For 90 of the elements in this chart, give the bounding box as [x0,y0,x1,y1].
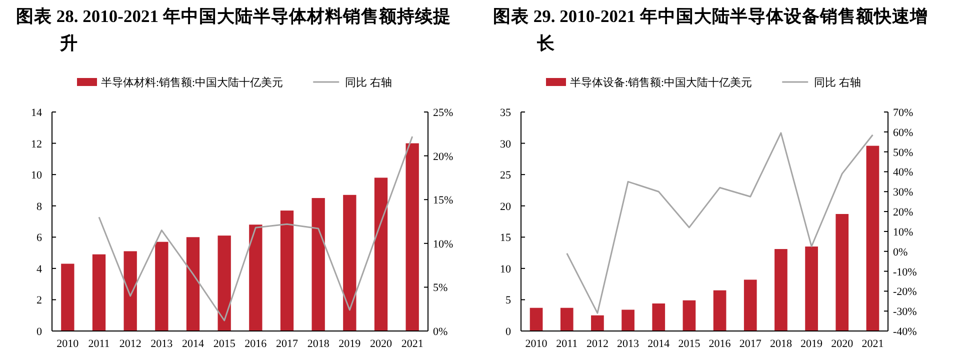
x-tick-label: 2018 [770,338,792,350]
y2-tick-label: 10% [433,238,454,250]
bar [713,290,726,331]
bar [249,224,262,331]
y-tick-label: 30 [500,138,512,150]
legend-label: 同比 右轴 [345,76,392,89]
y2-tick-label: -20% [893,286,917,298]
bar [343,194,356,331]
y2-tick-label: -30% [893,306,917,318]
x-tick-label: 2012 [119,338,142,350]
bar [61,264,74,331]
bar [218,236,231,331]
line-series [566,132,874,314]
x-tick-label: 2017 [739,338,762,350]
bar [312,198,325,331]
bar [805,246,818,331]
y-tick-label: 5 [506,294,512,307]
y-tick-label: 4 [36,263,42,276]
y2-tick-label: 10% [893,226,914,238]
y-tick-label: 25 [500,170,512,182]
bar [92,254,106,331]
legend-label: 半导体设备:销售额:中国大陆十亿美元 [570,76,752,89]
y2-tick-label: 40% [893,166,914,179]
x-tick-label: 2010 [525,338,548,350]
y-tick-label: 8 [36,200,42,213]
x-tick-label: 2014 [182,338,204,350]
legend-label: 半导体材料:销售额:中国大陆十亿美元 [101,76,284,89]
bar [280,210,294,331]
y2-tick-label: -10% [893,266,917,278]
y2-tick-label: 25% [433,107,454,119]
y2-tick-label: 30% [893,186,914,199]
y-tick-label: 15 [500,232,512,244]
y2-tick-label: 0% [433,326,448,338]
y2-tick-label: 70% [893,107,914,119]
bar [866,146,880,331]
bar [591,315,604,331]
y-tick-label: 35 [500,107,512,119]
y2-tick-label: 20% [893,206,914,219]
x-tick-label: 2021 [862,338,884,350]
y2-tick-label: 20% [433,150,454,163]
bar [374,178,388,331]
y-tick-label: 12 [31,138,42,150]
x-tick-label: 2014 [648,338,670,350]
y2-tick-label: 15% [433,194,454,207]
x-tick-label: 2013 [617,338,640,350]
y2-tick-label: 0% [893,246,908,258]
x-tick-label: 2013 [150,338,174,350]
x-tick-label: 2020 [831,338,854,350]
y2-tick-label: 5% [433,282,448,294]
x-tick-label: 2011 [556,338,578,350]
y-tick-label: 20 [500,200,512,213]
y-tick-label: 6 [36,232,42,244]
x-tick-label: 2019 [338,338,362,350]
chart-title: 图表 29. 2010-2021 年中国大陆半导体设备销售额快速增长 [493,6,928,53]
y2-tick-label: 60% [893,126,914,139]
x-tick-label: 2019 [800,338,824,350]
y-tick-label: 14 [31,107,42,119]
x-tick-label: 2012 [586,338,608,350]
x-tick-label: 2016 [244,338,268,350]
x-tick-label: 2020 [370,338,392,350]
bar [560,308,574,331]
bar [406,143,419,331]
x-tick-label: 2011 [88,338,110,350]
x-tick-label: 2017 [276,338,298,350]
line-series [98,136,414,322]
x-tick-label: 2016 [708,338,732,350]
x-tick-label: 2021 [401,338,424,350]
y-tick-label: 0 [506,326,512,338]
bar [744,280,757,331]
legend-label: 同比 右轴 [814,76,861,89]
x-tick-label: 2015 [213,338,236,350]
bar [530,308,543,331]
y-tick-label: 0 [36,326,42,338]
bar [836,214,849,331]
bar [682,300,696,331]
bar [124,251,137,331]
bar [622,310,634,331]
y-tick-label: 10 [500,263,512,276]
y-tick-label: 10 [31,170,42,182]
x-tick-label: 2010 [56,338,80,350]
bar [652,303,666,331]
y2-tick-label: 50% [893,146,914,159]
y2-tick-label: -40% [893,326,917,338]
bar [186,237,200,331]
bar [155,242,168,331]
bar [774,249,788,331]
chart-title: 图表 28. 2010-2021 年中国大陆半导体材料销售额持续提升 [16,6,451,53]
x-tick-label: 2015 [678,338,701,350]
x-tick-label: 2018 [307,338,330,350]
y-tick-label: 2 [36,294,42,307]
